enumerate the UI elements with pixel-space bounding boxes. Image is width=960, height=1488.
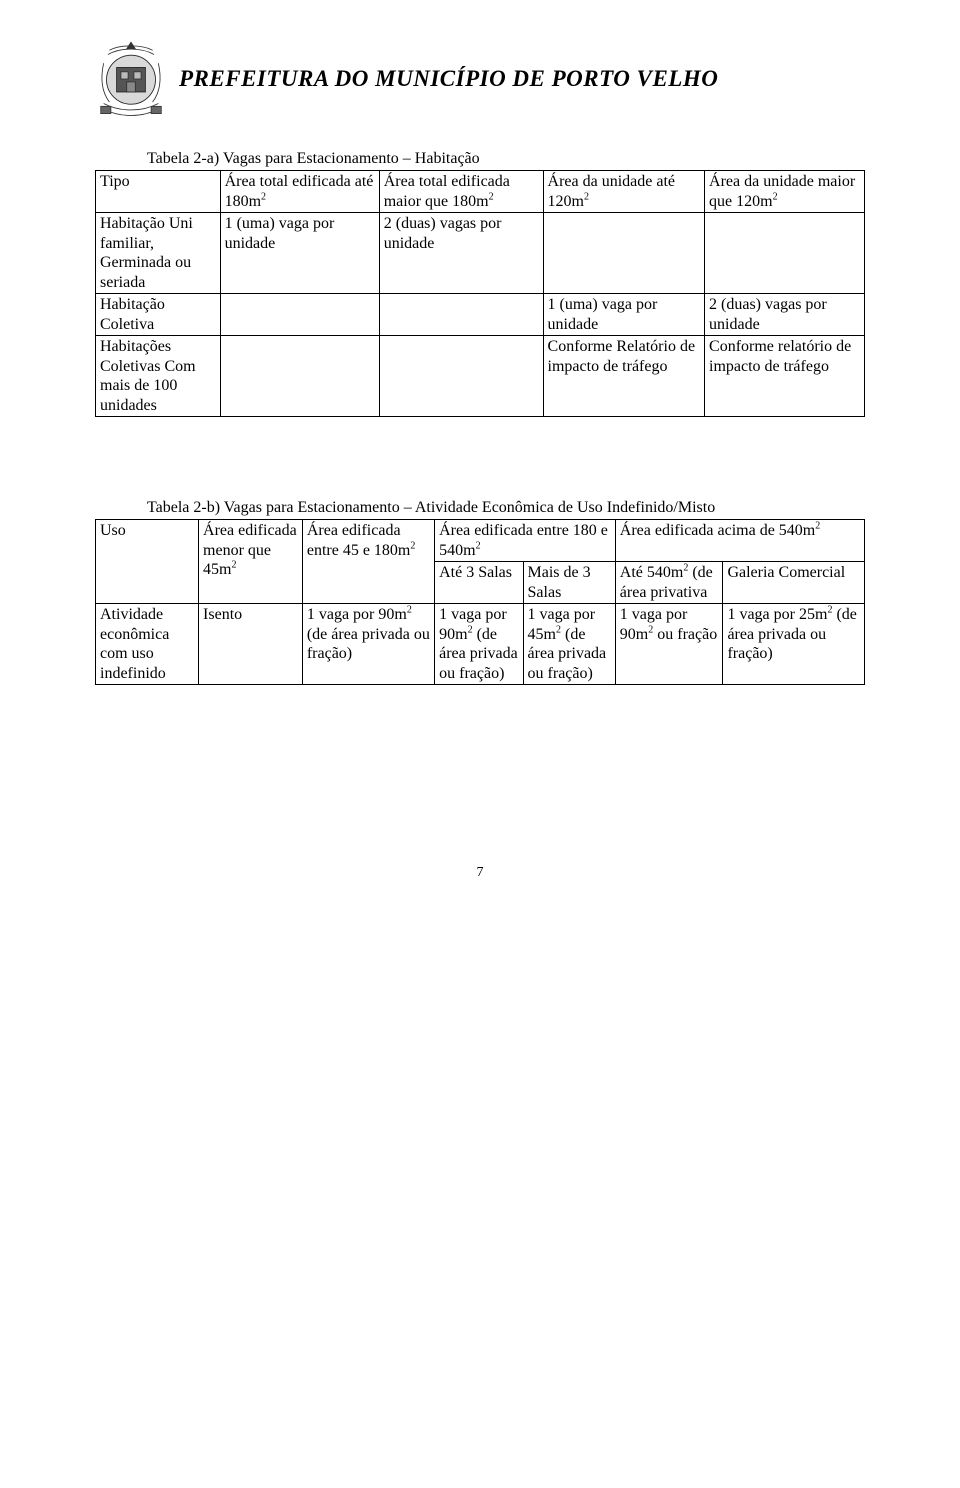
cell-uso: Atividade econômica com uso indefinido xyxy=(96,604,199,685)
table-row: Atividade econômica com uso indefinido I… xyxy=(96,604,865,685)
cell xyxy=(705,213,865,294)
table1-caption: Tabela 2-a) Vagas para Estacionamento – … xyxy=(147,150,865,168)
subcol-mais-3-salas: Mais de 3 Salas xyxy=(523,562,615,604)
table-atividade-economica: Uso Área edificada menor que 45m2 Área e… xyxy=(95,519,865,685)
col-header-area-unid-maior-120: Área da unidade maior que 120m2 xyxy=(705,171,865,213)
cell: Conforme relatório de impacto de tráfego xyxy=(705,336,865,417)
col-header-area-lt-45: Área edificada menor que 45m2 xyxy=(199,520,303,604)
col-header-area-maior-180: Área total edificada maior que 180m2 xyxy=(379,171,543,213)
col-header-area-unid-ate-120: Área da unidade até 120m2 xyxy=(543,171,704,213)
cell xyxy=(220,294,379,336)
subcol-ate-540: Até 540m2 (de área privativa xyxy=(615,562,723,604)
subcol-ate-3-salas: Até 3 Salas xyxy=(435,562,523,604)
table2-caption-wrap: Tabela 2-b) Vagas para Estacionamento – … xyxy=(95,499,865,517)
col-header-area-ate-180: Área total edificada até 180m2 xyxy=(220,171,379,213)
col-header-area-180-540: Área edificada entre 180 e 540m2 xyxy=(435,520,616,562)
cell: 1 (uma) vaga por unidade xyxy=(543,294,704,336)
cell: 1 vaga por 90m2 ou fração xyxy=(615,604,723,685)
page-header: PREFEITURA DO MUNICÍPIO DE PORTO VELHO xyxy=(95,40,865,118)
col-header-uso: Uso xyxy=(96,520,199,604)
cell: 1 vaga por 45m2 (de área privada ou fraç… xyxy=(523,604,615,685)
cell: Isento xyxy=(199,604,303,685)
cell: 2 (duas) vagas por unidade xyxy=(705,294,865,336)
col-header-area-gt-540: Área edificada acima de 540m2 xyxy=(615,520,864,562)
cell xyxy=(379,336,543,417)
cell: 2 (duas) vagas por unidade xyxy=(379,213,543,294)
table-row: Habitação Coletiva 1 (uma) vaga por unid… xyxy=(96,294,865,336)
page-title: PREFEITURA DO MUNICÍPIO DE PORTO VELHO xyxy=(179,66,718,92)
cell xyxy=(543,213,704,294)
col-header-area-45-180: Área edificada entre 45 e 180m2 xyxy=(302,520,434,604)
cell: 1 vaga por 25m2 (de área privada ou fraç… xyxy=(723,604,865,685)
subcol-galeria: Galeria Comercial xyxy=(723,562,865,604)
municipal-seal-icon xyxy=(95,40,167,118)
table-row: Tipo Área total edificada até 180m2 Área… xyxy=(96,171,865,213)
cell-tipo: Habitação Uni familiar, Germinada ou ser… xyxy=(96,213,221,294)
cell: 1 vaga por 90m2 (de área privada ou fraç… xyxy=(435,604,523,685)
cell: Conforme Relatório de impacto de tráfego xyxy=(543,336,704,417)
cell-tipo: Habitação Coletiva xyxy=(96,294,221,336)
cell: 1 (uma) vaga por unidade xyxy=(220,213,379,294)
table-row: Habitações Coletivas Com mais de 100 uni… xyxy=(96,336,865,417)
table-habitacao: Tipo Área total edificada até 180m2 Área… xyxy=(95,170,865,417)
col-header-tipo: Tipo xyxy=(96,171,221,213)
table-row: Habitação Uni familiar, Germinada ou ser… xyxy=(96,213,865,294)
page-number: 7 xyxy=(95,865,865,881)
cell: 1 vaga por 90m2 (de área privada ou fraç… xyxy=(302,604,434,685)
table-row: Uso Área edificada menor que 45m2 Área e… xyxy=(96,520,865,562)
table2-caption: Tabela 2-b) Vagas para Estacionamento – … xyxy=(147,499,865,517)
cell-tipo: Habitações Coletivas Com mais de 100 uni… xyxy=(96,336,221,417)
cell xyxy=(220,336,379,417)
cell xyxy=(379,294,543,336)
